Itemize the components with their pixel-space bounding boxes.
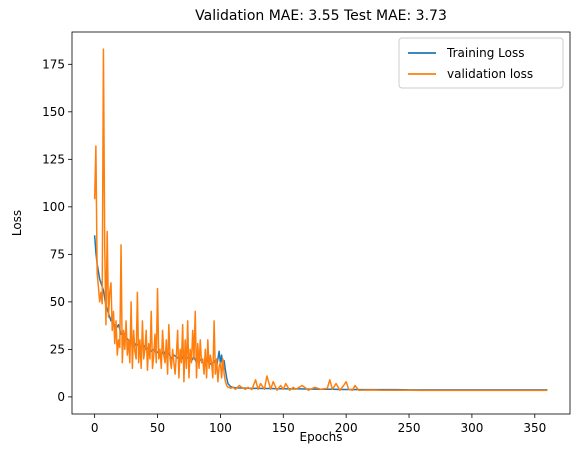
x-tick-label: 300	[460, 421, 483, 435]
legend-label: validation loss	[447, 67, 533, 81]
x-tick-label: 100	[209, 421, 232, 435]
y-tick-label: 75	[50, 247, 65, 261]
x-tick-label: 150	[272, 421, 295, 435]
series-line-validation-loss	[93, 48, 548, 392]
y-tick-label: 25	[50, 342, 65, 356]
x-tick-label: 200	[335, 421, 358, 435]
series-line-training-loss	[93, 235, 548, 391]
legend-label: Training Loss	[446, 46, 524, 60]
chart-title: Validation MAE: 3.55 Test MAE: 3.73	[195, 8, 447, 24]
y-tick-label: 125	[42, 152, 65, 166]
y-tick-label: 50	[50, 295, 65, 309]
x-tick-label: 250	[398, 421, 421, 435]
axes-frame	[71, 31, 571, 415]
y-axis-label: Loss	[10, 210, 24, 236]
x-tick-label: 0	[91, 421, 99, 435]
y-tick-label: 150	[42, 105, 65, 119]
y-tick-label: 175	[42, 57, 65, 71]
x-axis-label: Epochs	[300, 430, 343, 444]
y-tick-label: 0	[57, 390, 65, 404]
x-tick-label: 50	[150, 421, 165, 435]
legend-box	[398, 37, 564, 89]
plot-area: 0 50 100 150 200 250 300 350 0 25 50 75 100 125 150 175…	[42, 31, 571, 435]
y-tick-label: 100	[42, 200, 65, 214]
x-tick-label: 350	[523, 421, 546, 435]
